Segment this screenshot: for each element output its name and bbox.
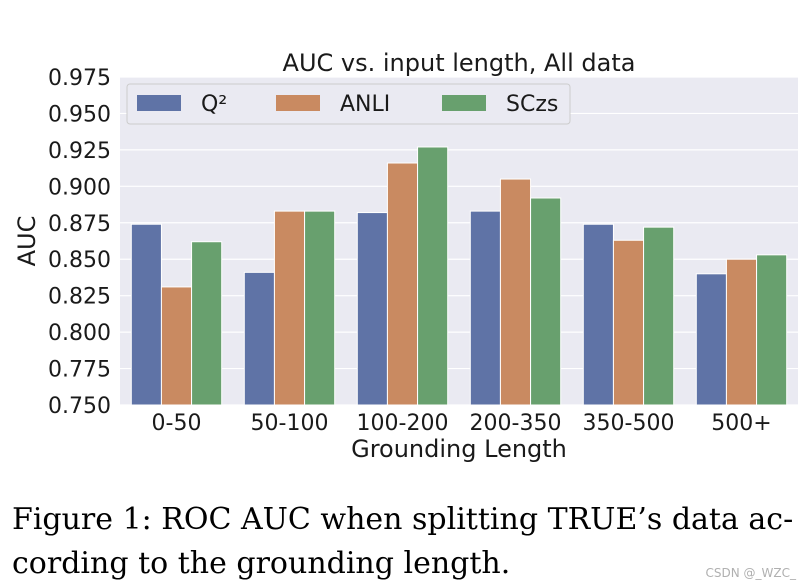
x-tick-label: 200-350 — [470, 411, 562, 436]
x-tick-label: 0-50 — [152, 411, 202, 436]
x-axis-title: Grounding Length — [351, 435, 567, 463]
y-tick-label: 0.825 — [48, 285, 111, 310]
bar — [582, 223, 614, 406]
bar — [356, 212, 388, 406]
chart: AUC vs. input length, All data 0.750 0.77… — [13, 49, 798, 463]
bar — [160, 286, 193, 406]
figure-caption: Figure 1: ROC AUC when splitting TRUE’s … — [12, 498, 802, 586]
bar — [417, 146, 449, 406]
legend: Q² ANLI SCzs — [126, 83, 571, 125]
bars — [130, 146, 788, 406]
bar — [725, 258, 758, 406]
bar — [469, 210, 501, 406]
y-tick-label: 0.800 — [48, 321, 111, 346]
legend-label: ANLI — [340, 92, 390, 117]
bar — [756, 254, 788, 406]
y-axis-title: AUC — [13, 216, 41, 267]
x-tick-label: 50-100 — [251, 411, 329, 436]
plot-background — [120, 77, 798, 405]
bar — [304, 210, 336, 406]
bar — [695, 273, 727, 406]
bar — [130, 223, 162, 406]
y-tick-label: 0.950 — [48, 102, 111, 127]
bar — [243, 271, 275, 406]
caption-line-2: cording to the grounding length. — [12, 546, 511, 581]
caption-line-1: Figure 1: ROC AUC when splitting TRUE’s … — [12, 502, 794, 537]
legend-swatch — [442, 95, 486, 111]
y-tick-label: 0.750 — [48, 394, 111, 419]
x-axis-ticks: 0-50 50-100 100-200 200-350 350-500 500+ — [152, 411, 772, 436]
x-tick-label: 100-200 — [357, 411, 449, 436]
bar — [643, 226, 675, 406]
y-tick-label: 0.850 — [48, 248, 111, 273]
legend-label: SCzs — [506, 92, 558, 117]
y-tick-label: 0.900 — [48, 175, 111, 200]
bar — [499, 178, 532, 406]
y-tick-label: 0.875 — [48, 212, 111, 237]
legend-label: Q² — [201, 92, 227, 117]
y-tick-label: 0.975 — [48, 66, 111, 91]
legend-box — [126, 83, 571, 125]
bar — [273, 210, 306, 406]
x-tick-label: 500+ — [711, 411, 771, 436]
legend-swatch — [137, 95, 181, 111]
y-tick-label: 0.775 — [48, 358, 111, 383]
bar — [386, 162, 419, 406]
y-tick-label: 0.925 — [48, 139, 111, 164]
bar — [191, 241, 223, 406]
bar — [530, 197, 562, 406]
x-tick-label: 350-500 — [583, 411, 675, 436]
chart-title: AUC vs. input length, All data — [283, 49, 636, 77]
watermark: CSDN @_WZC_ — [705, 566, 797, 580]
bar — [612, 239, 645, 406]
y-axis-ticks: 0.750 0.775 0.800 0.825 0.850 0.875 0.900 0.925… — [48, 66, 111, 419]
legend-swatch — [276, 95, 320, 111]
